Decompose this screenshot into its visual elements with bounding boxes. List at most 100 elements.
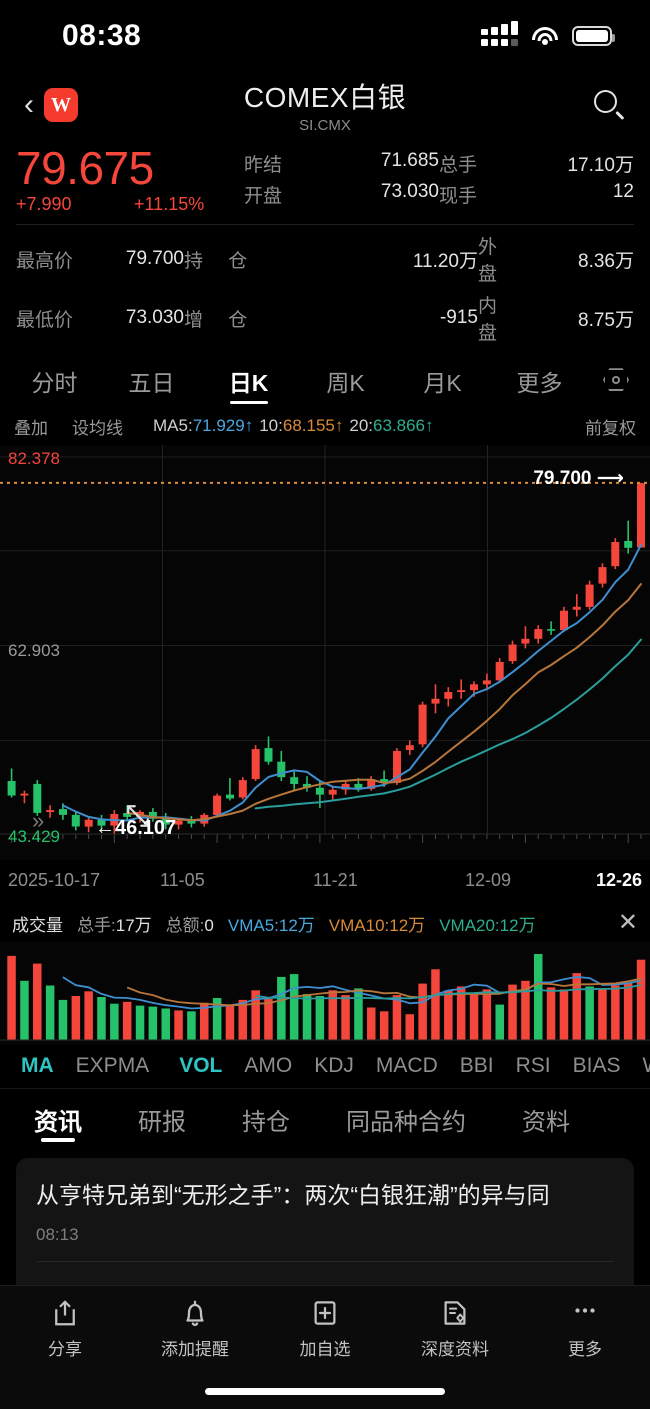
adjust-mode-button[interactable]: 前复权 (585, 418, 636, 438)
app-logo[interactable]: W (44, 88, 78, 122)
x-tick: 11-05 (160, 870, 205, 891)
volume-chart[interactable] (0, 942, 650, 1045)
y-axis-low-label: 43.429 (8, 827, 60, 847)
bottom-item-label: 深度资料 (421, 1340, 489, 1359)
page-title: COMEX白银 (243, 82, 407, 113)
chart-annotation: ←46.107 (95, 817, 177, 840)
price-change-pct: +11.15% (134, 194, 205, 215)
field-value: 73.030 (125, 307, 184, 329)
news-tab-yanbao[interactable]: 研报 (138, 1109, 186, 1137)
nav-bar: ‹ W COMEX白银 SI.CMX (0, 72, 650, 138)
share-icon (55, 1300, 75, 1326)
bell-icon (186, 1300, 204, 1326)
indicator-tab-bias[interactable]: BIAS (572, 1054, 621, 1078)
field-label: 持 仓 (184, 250, 258, 272)
quote-fields-grid-2: 最高价 79.700 持 仓 11.20万 外 盘 8.36万 最低价 73.0… (16, 232, 634, 345)
ma20-arrow-icon: ↑ (425, 416, 434, 436)
wifi-icon (532, 26, 558, 46)
status-clock: 08:38 (62, 19, 142, 52)
indicator-tab-vol[interactable]: VOL (179, 1054, 223, 1078)
period-tab-fenshi[interactable]: 分时 (31, 370, 78, 397)
price-candlestick-chart[interactable]: 82.378 62.903 43.429 79.700 ⟶ » ←46.107 (0, 445, 650, 861)
indicator-tab-bar: MA EXPMA VOL AMO KDJ MACD BBI RSI BIAS W… (0, 1044, 650, 1088)
quote-price-block: 79.675 +7.990 +11.15% (16, 144, 244, 215)
bottom-item-label: 加自选 (299, 1340, 351, 1359)
deep-data-button[interactable]: 深度资料 (390, 1298, 520, 1360)
ma5-label: MA5 (153, 416, 188, 436)
add-alert-button[interactable]: 添加提醒 (130, 1298, 260, 1360)
period-tab-wuri[interactable]: 五日 (128, 370, 175, 397)
field-label: 开盘 (244, 186, 283, 207)
period-tab-dayk[interactable]: 日K (200, 355, 297, 407)
field-value: 11.20万 (412, 250, 478, 272)
divider (36, 1261, 614, 1263)
page-subtitle: SI.CMX (299, 117, 351, 134)
indicator-tab-ma[interactable]: MA (21, 1054, 54, 1078)
y-axis-high-label: 82.378 (8, 449, 60, 469)
divider (16, 224, 634, 226)
field-value: -915 (439, 307, 478, 329)
expand-chevrons-icon[interactable]: » (32, 808, 44, 834)
status-icons (481, 20, 615, 46)
period-tab-monthk[interactable]: 月K (423, 370, 462, 397)
indicator-tab-bbi[interactable]: BBI (459, 1054, 494, 1078)
news-tab-ziliao[interactable]: 资料 (522, 1109, 570, 1137)
field-value: 79.700 (125, 248, 184, 270)
indicator-tab-wr[interactable]: W&R (631, 1054, 650, 1078)
period-tab-bar: 分时 五日 日K 周K 月K 更多 (0, 355, 650, 407)
period-tab-weekk[interactable]: 周K (326, 370, 365, 397)
indicator-tab-macd[interactable]: MACD (375, 1054, 438, 1078)
ma-indicator-row: 叠加 设均线 MA5:71.929 ↑ 10:68.155 ↑ 20:63.866 ↑… (0, 407, 650, 445)
indicator-tab-rsi[interactable]: RSI (515, 1054, 551, 1078)
candlestick-svg (0, 445, 650, 844)
field-label: 最高价 (16, 250, 74, 272)
document-data-icon (444, 1301, 466, 1325)
period-tab-more[interactable]: 更多 (516, 370, 563, 397)
vma10-value: VMA10:12万 (328, 915, 426, 935)
news-tab-zixun[interactable]: 资讯 (34, 1089, 82, 1150)
field-value: 8.36万 (578, 250, 634, 272)
bottom-item-label: 分享 (48, 1340, 82, 1359)
indicator-tab-expma[interactable]: EXPMA (75, 1054, 150, 1078)
last-price: 79.675 (16, 142, 154, 194)
news-tab-chicang[interactable]: 持仓 (242, 1109, 290, 1137)
cellular-signal-icon (481, 20, 518, 46)
field-label: 最低价 (16, 309, 74, 331)
quote-panel: 79.675 +7.990 +11.15% 昨结 71.685 总手 17.10… (0, 138, 650, 345)
back-chevron-left-icon[interactable]: ‹ (24, 88, 34, 121)
add-watchlist-button[interactable]: 加自选 (260, 1298, 390, 1360)
volume-total-amount: 总额:0 (165, 915, 214, 935)
set-ma-button[interactable]: 设均线 (72, 418, 123, 438)
battery-icon (572, 26, 615, 46)
field-value: 71.685 (380, 150, 439, 171)
volume-total-hand: 总手:17万 (77, 915, 152, 935)
price-change: +7.990 (16, 194, 72, 215)
indicator-tab-kdj[interactable]: KDJ (314, 1054, 354, 1078)
share-button[interactable]: 分享 (0, 1298, 130, 1360)
indicator-tab-amo[interactable]: AMO (244, 1054, 293, 1078)
vma5-value: VMA5:12万 (227, 915, 315, 935)
field-value: 17.10万 (567, 155, 634, 176)
field-label: 内 盘 (478, 296, 508, 345)
more-button[interactable]: 更多 (520, 1298, 650, 1360)
quote-fields-grid: 昨结 71.685 总手 17.10万 开盘 73.030 现手 12 (244, 144, 634, 208)
x-tick: 11-21 (313, 870, 358, 891)
y-axis-mid-label: 62.903 (8, 641, 60, 661)
ma20-label: 20 (349, 416, 369, 436)
search-icon[interactable] (592, 88, 626, 122)
more-dots-icon (575, 1308, 595, 1313)
chart-settings-button[interactable] (588, 368, 644, 394)
ma5-value: 71.929 (192, 416, 245, 436)
home-indicator (205, 1388, 445, 1395)
bottom-item-label: 更多 (568, 1340, 602, 1359)
close-icon[interactable]: ✕ (617, 909, 638, 937)
news-tab-tongpinzhong[interactable]: 同品种合约 (346, 1109, 466, 1137)
x-tick-current: 12-26 (595, 870, 642, 891)
status-bar: 08:38 (0, 0, 650, 72)
overlay-button[interactable]: 叠加 (14, 418, 48, 438)
volume-header: 成交量 总手:17万 总额:0 VMA5:12万 VMA10:12万 VMA20… (0, 904, 650, 942)
x-axis-date-labels: 2025-10-17 11-05 11-21 12-09 12-26 (0, 860, 650, 904)
ma10-value: 68.155 (282, 416, 335, 436)
news-headline[interactable]: 从亨特兄弟到“无形之手”：两次“白银狂潮”的异与同 (36, 1182, 550, 1209)
volume-svg (0, 954, 650, 1041)
